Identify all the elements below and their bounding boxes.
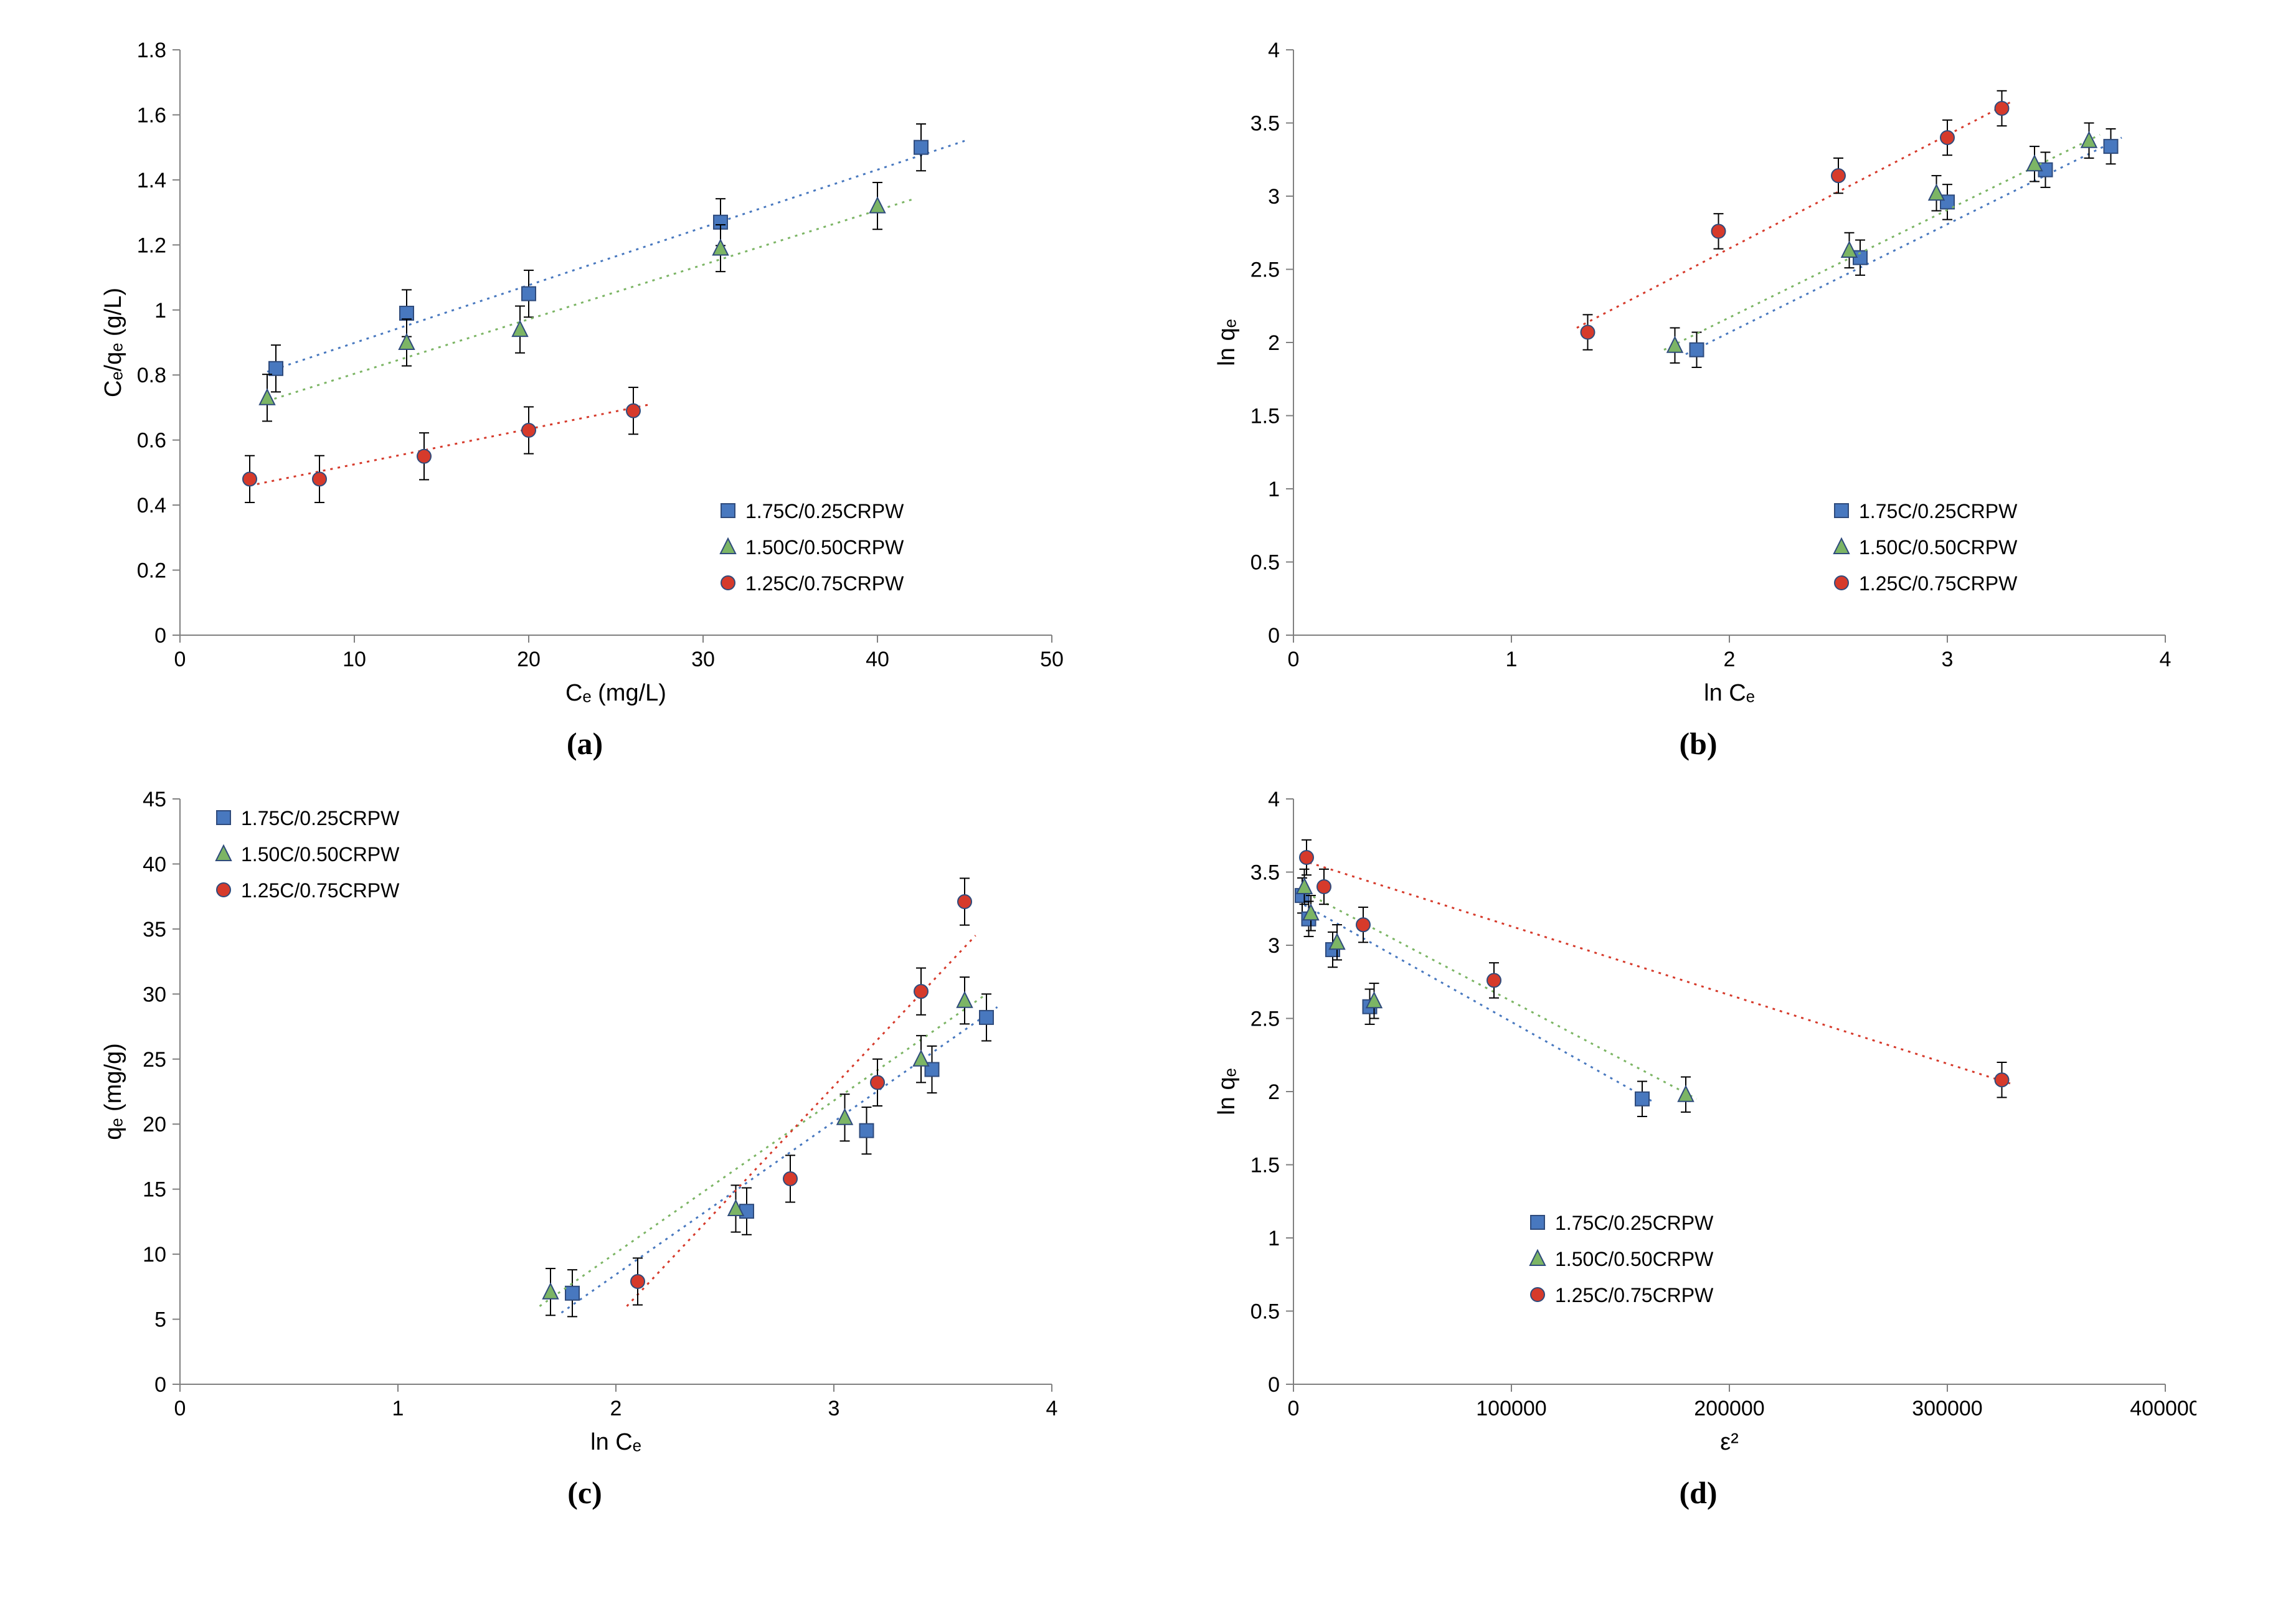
svg-text:1: 1 bbox=[1268, 1227, 1280, 1250]
svg-text:1.25C/0.75CRPW: 1.25C/0.75CRPW bbox=[241, 879, 400, 902]
chart-svg: 0 1 2 3 4 0 0.5 1 1.5 2 2.5 3 3.5 4 ln Cₑ ln qₑ 1.75C/0.… bbox=[1200, 31, 2196, 716]
svg-text:30: 30 bbox=[143, 983, 166, 1006]
caption: (b) bbox=[1679, 725, 1717, 762]
caption: (a) bbox=[567, 725, 603, 762]
svg-text:ln Cₑ: ln Cₑ bbox=[1704, 680, 1755, 706]
svg-text:1.50C/0.50CRPW: 1.50C/0.50CRPW bbox=[1555, 1248, 1714, 1270]
svg-text:1.25C/0.75CRPW: 1.25C/0.75CRPW bbox=[1555, 1284, 1714, 1306]
svg-text:4: 4 bbox=[1046, 1397, 1058, 1420]
svg-text:2: 2 bbox=[610, 1397, 622, 1420]
svg-text:10: 10 bbox=[343, 648, 366, 671]
figure-grid: 0102030405000.20.40.60.811.21.41.61.8Cₑ … bbox=[0, 0, 2283, 1542]
svg-text:1.5: 1.5 bbox=[1250, 405, 1280, 428]
panel-b: 0 1 2 3 4 0 0.5 1 1.5 2 2.5 3 3.5 4 ln Cₑ ln qₑ 1.75C/0.… bbox=[1157, 31, 2239, 762]
svg-text:0: 0 bbox=[174, 648, 186, 671]
svg-text:40: 40 bbox=[143, 852, 166, 876]
legend: 1.75C/0.25CRPW 1.50C/0.50CRPW 1.25C/0.75CR… bbox=[216, 807, 400, 902]
svg-text:1.50C/0.50CRPW: 1.50C/0.50CRPW bbox=[745, 536, 904, 559]
svg-text:3.5: 3.5 bbox=[1250, 861, 1280, 885]
legend: 1.75C/0.25CRPW 1.50C/0.50CRPW 1.25C/0.75CR… bbox=[1530, 1212, 1714, 1306]
svg-text:1: 1 bbox=[1268, 478, 1280, 501]
svg-text:3: 3 bbox=[1268, 185, 1280, 209]
legend: 1.75C/0.25CRPW 1.50C/0.50CRPW 1.25C/0.75CR… bbox=[721, 500, 904, 595]
svg-text:4: 4 bbox=[2160, 648, 2172, 671]
svg-text:30: 30 bbox=[691, 648, 715, 671]
svg-text:300000: 300000 bbox=[1912, 1397, 1982, 1420]
svg-text:1.50C/0.50CRPW: 1.50C/0.50CRPW bbox=[1859, 536, 2018, 559]
svg-text:15: 15 bbox=[143, 1178, 166, 1202]
svg-text:0: 0 bbox=[1288, 648, 1300, 671]
chart-svg: 0 100000 200000 300000 400000 0 0.5 1 1.5 2 2.5 3 3.… bbox=[1200, 780, 2196, 1465]
svg-text:1.75C/0.25CRPW: 1.75C/0.25CRPW bbox=[745, 500, 904, 522]
svg-text:0.5: 0.5 bbox=[1250, 1300, 1280, 1324]
svg-text:1: 1 bbox=[1506, 648, 1518, 671]
svg-text:ln qₑ: ln qₑ bbox=[1214, 319, 1240, 366]
svg-text:25: 25 bbox=[143, 1048, 166, 1072]
svg-text:Cₑ (mg/L): Cₑ (mg/L) bbox=[565, 680, 666, 706]
chart-svg: 01234051015202530354045ln Cₑqₑ (mg/g)1.7… bbox=[87, 780, 1083, 1465]
svg-text:0.2: 0.2 bbox=[137, 559, 166, 583]
svg-text:10: 10 bbox=[143, 1243, 166, 1267]
svg-text:qₑ (mg/g): qₑ (mg/g) bbox=[100, 1043, 126, 1140]
svg-text:45: 45 bbox=[143, 788, 166, 811]
svg-text:0: 0 bbox=[1268, 1373, 1280, 1397]
panel-a: 0 10 20 30 40 50 0 0.2 0.4 0.6 0.8 1 1.2 1.4 1.6 1.8 Cₑ … bbox=[44, 31, 1126, 762]
svg-text:400000: 400000 bbox=[2130, 1397, 2196, 1420]
svg-text:ln qₑ: ln qₑ bbox=[1214, 1068, 1240, 1115]
panel-c: 01234051015202530354045ln Cₑqₑ (mg/g)1.7… bbox=[44, 780, 1126, 1511]
svg-text:0: 0 bbox=[154, 624, 166, 648]
svg-text:0: 0 bbox=[1268, 624, 1280, 648]
svg-text:3: 3 bbox=[1268, 934, 1280, 958]
svg-text:1.50C/0.50CRPW: 1.50C/0.50CRPW bbox=[241, 843, 400, 866]
caption: (d) bbox=[1679, 1475, 1717, 1511]
svg-text:5: 5 bbox=[154, 1308, 166, 1332]
svg-text:1.5: 1.5 bbox=[1250, 1154, 1280, 1178]
svg-text:1.2: 1.2 bbox=[137, 234, 166, 257]
svg-text:0.6: 0.6 bbox=[137, 429, 166, 453]
svg-text:3.5: 3.5 bbox=[1250, 112, 1280, 136]
svg-text:4: 4 bbox=[1268, 788, 1280, 811]
svg-text:100000: 100000 bbox=[1476, 1397, 1546, 1420]
svg-text:1.25C/0.75CRPW: 1.25C/0.75CRPW bbox=[745, 572, 904, 595]
svg-text:0.5: 0.5 bbox=[1250, 551, 1280, 575]
svg-text:Cₑ/qₑ (g/L): Cₑ/qₑ (g/L) bbox=[100, 288, 126, 397]
svg-text:2: 2 bbox=[1724, 648, 1736, 671]
caption: (c) bbox=[567, 1475, 602, 1511]
svg-text:0: 0 bbox=[154, 1373, 166, 1397]
panel-d: 0 100000 200000 300000 400000 0 0.5 1 1.5 2 2.5 3 3.… bbox=[1157, 780, 2239, 1511]
svg-text:0: 0 bbox=[174, 1397, 186, 1420]
svg-text:0.8: 0.8 bbox=[137, 364, 166, 387]
svg-text:1.8: 1.8 bbox=[137, 39, 166, 62]
svg-text:1: 1 bbox=[392, 1397, 404, 1420]
svg-text:1.6: 1.6 bbox=[137, 103, 166, 127]
svg-text:2: 2 bbox=[1268, 331, 1280, 355]
svg-text:3: 3 bbox=[1942, 648, 1954, 671]
svg-text:50: 50 bbox=[1040, 648, 1064, 671]
svg-text:35: 35 bbox=[143, 918, 166, 942]
svg-text:3: 3 bbox=[828, 1397, 840, 1420]
svg-text:1.75C/0.25CRPW: 1.75C/0.25CRPW bbox=[1555, 1212, 1714, 1234]
svg-text:4: 4 bbox=[1268, 39, 1280, 62]
svg-text:ε²: ε² bbox=[1720, 1429, 1739, 1455]
svg-text:2: 2 bbox=[1268, 1080, 1280, 1104]
svg-text:ln Cₑ: ln Cₑ bbox=[590, 1429, 641, 1455]
svg-text:40: 40 bbox=[866, 648, 889, 671]
svg-text:1.25C/0.75CRPW: 1.25C/0.75CRPW bbox=[1859, 572, 2018, 595]
svg-text:0.4: 0.4 bbox=[137, 494, 166, 517]
svg-text:200000: 200000 bbox=[1694, 1397, 1764, 1420]
chart-svg: 0 10 20 30 40 50 0 0.2 0.4 0.6 0.8 1 1.2 1.4 1.6 1.8 Cₑ … bbox=[87, 31, 1083, 716]
svg-text:2.5: 2.5 bbox=[1250, 258, 1280, 282]
svg-text:0: 0 bbox=[1288, 1397, 1300, 1420]
svg-text:20: 20 bbox=[143, 1113, 166, 1136]
svg-text:1.75C/0.25CRPW: 1.75C/0.25CRPW bbox=[241, 807, 400, 829]
svg-text:20: 20 bbox=[517, 648, 541, 671]
svg-text:1.75C/0.25CRPW: 1.75C/0.25CRPW bbox=[1859, 500, 2018, 522]
legend: 1.75C/0.25CRPW 1.50C/0.50CRPW 1.25C/0.75CR… bbox=[1834, 500, 2018, 595]
svg-text:2.5: 2.5 bbox=[1250, 1008, 1280, 1031]
svg-text:1.4: 1.4 bbox=[137, 169, 166, 192]
svg-text:1: 1 bbox=[154, 299, 166, 323]
